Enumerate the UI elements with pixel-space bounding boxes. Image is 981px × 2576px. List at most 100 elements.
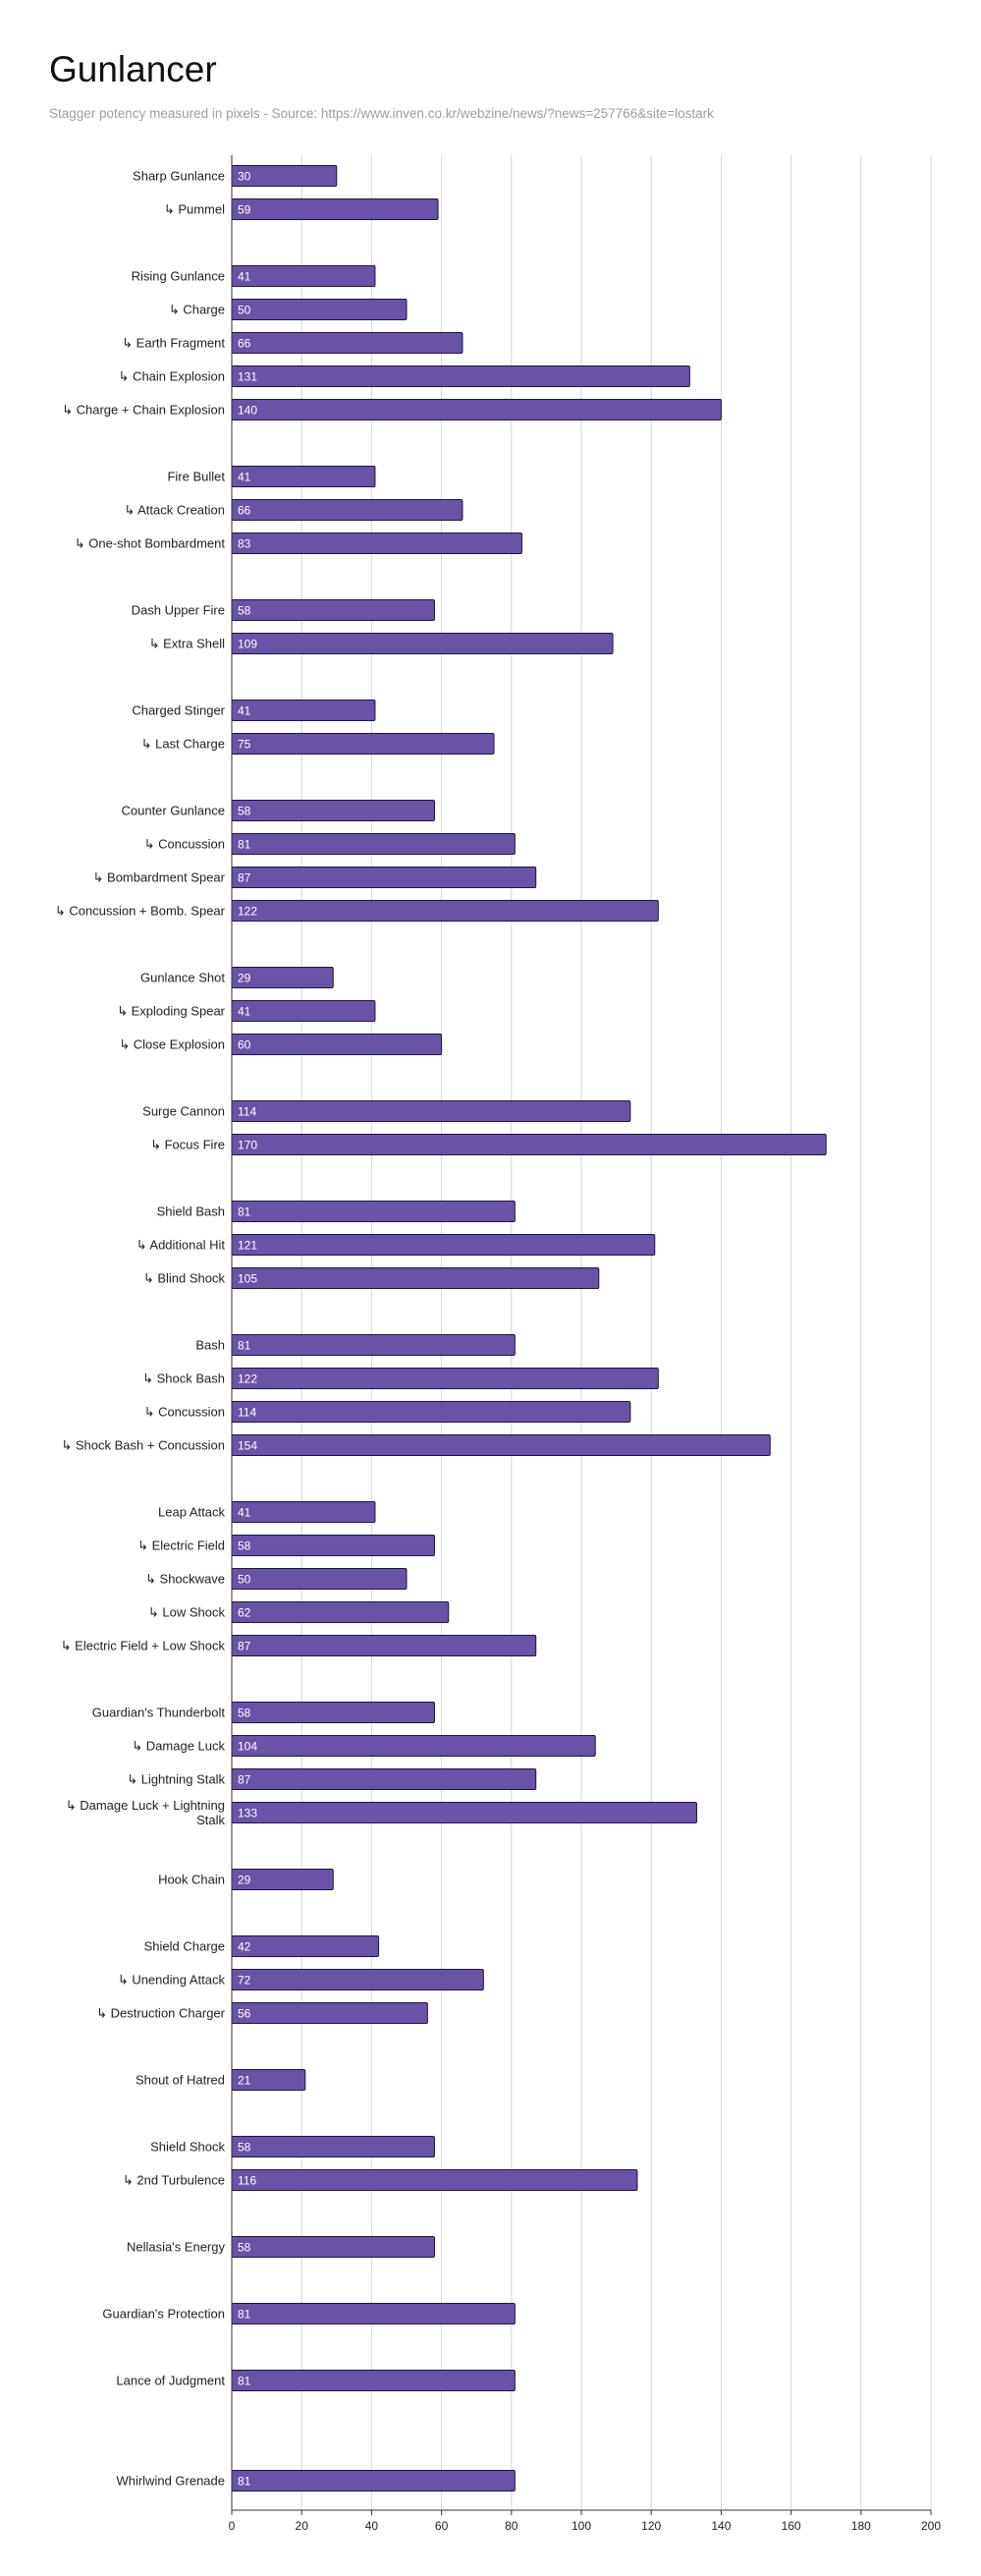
category-label: ↳ Chain Explosion: [119, 369, 225, 384]
category-label: ↳ 2nd Turbulence: [123, 2173, 225, 2188]
chart-title: Gunlancer: [49, 49, 217, 89]
category-label: Fire Bullet: [167, 470, 225, 484]
category-label: Dash Upper Fire: [132, 603, 225, 618]
bar: [231, 1434, 771, 1456]
bar: [231, 1635, 537, 1656]
category-label: ↳ Extra Shell: [149, 637, 225, 651]
bar-value-label: 58: [238, 1707, 251, 1720]
bar: [231, 1201, 516, 1222]
category-label: ↳ Electric Field: [137, 1539, 225, 1553]
bar: [231, 733, 495, 755]
category-label: Lance of Judgment: [116, 2374, 225, 2388]
x-tick-label: 140: [711, 2519, 731, 2533]
bar-value-label: 87: [238, 871, 251, 885]
category-label: ↳ Destruction Charger: [96, 2006, 226, 2021]
bar-value-label: 66: [238, 337, 251, 351]
bar: [231, 1501, 376, 1523]
category-label: Guardian's Protection: [102, 2307, 225, 2322]
bar: [231, 2470, 516, 2492]
bar-value-label: 81: [238, 1205, 251, 1219]
bar: [231, 1535, 435, 1556]
bar-value-label: 116: [238, 2174, 256, 2188]
category-label: ↳ One-shot Bombardment: [75, 536, 226, 551]
bar: [231, 1401, 631, 1423]
bar: [231, 1568, 408, 1590]
bar-value-label: 121: [238, 1239, 257, 1253]
bar: [231, 1702, 435, 1723]
bar-value-label: 58: [238, 2141, 251, 2155]
category-label: ↳ Attack Creation: [124, 503, 225, 518]
category-label: ↳ Shockwave: [145, 1572, 225, 1587]
category-label-line: Stalk: [196, 1813, 225, 1827]
category-label: ↳ Charge: [169, 303, 225, 317]
category-label: Charged Stinger: [132, 703, 225, 718]
category-label: ↳ Last Charge: [141, 737, 225, 752]
category-label: ↳ Earth Fragment: [122, 336, 225, 351]
bar: [231, 1000, 376, 1022]
category-label: ↳ Electric Field + Low Shock: [61, 1639, 226, 1653]
category-label: Nellasia's Energy: [127, 2240, 226, 2255]
bar-value-label: 41: [238, 1506, 251, 1520]
category-label: Rising Gunlance: [132, 269, 225, 284]
bar-value-label: 140: [238, 404, 257, 418]
gridlines: [300, 155, 932, 2510]
category-label: Leap Attack: [158, 1505, 225, 1520]
bar: [231, 198, 439, 220]
category-label: Shield Bash: [157, 1204, 225, 1219]
bar-value-label: 133: [238, 1807, 257, 1820]
bar-value-label: 83: [238, 537, 251, 551]
bar: [231, 1735, 596, 1757]
bar: [231, 2169, 638, 2191]
bar-value-label: 41: [238, 471, 251, 484]
bar: [231, 1034, 443, 1055]
bar: [231, 1802, 697, 1823]
bar: [231, 2370, 516, 2391]
bar: [231, 2136, 435, 2157]
bar: [231, 1234, 656, 1256]
bar: [231, 1969, 484, 1990]
bar: [231, 800, 435, 821]
x-tick-label: 120: [641, 2519, 661, 2533]
bar-value-label: 105: [238, 1272, 257, 1286]
bar-value-label: 58: [238, 805, 251, 818]
bar-value-label: 87: [238, 1640, 251, 1653]
bar-value-label: 114: [238, 1406, 256, 1420]
x-tick-label: 0: [229, 2519, 236, 2533]
bar-value-label: 81: [238, 838, 251, 852]
x-tick-label: 80: [505, 2519, 518, 2533]
x-tick-label: 40: [365, 2519, 379, 2533]
bar-value-label: 41: [238, 270, 251, 284]
x-tick-label: 200: [921, 2519, 941, 2533]
bar-value-label: 154: [238, 1439, 257, 1453]
category-label: ↳ Low Shock: [148, 1605, 226, 1620]
bar-value-label: 170: [238, 1139, 257, 1152]
category-label: ↳ Close Explosion: [119, 1037, 225, 1052]
bar-value-label: 50: [238, 1573, 251, 1587]
category-label: Shout of Hatred: [136, 2073, 225, 2088]
category-label: ↳ Concussion + Bomb. Spear: [55, 904, 226, 919]
bars: 30 Sharp Gunlance 59 ↳ Pummel 41 Rising Gunla…: [55, 165, 827, 2492]
bar-value-label: 29: [238, 972, 251, 985]
bar: [231, 1100, 631, 1122]
bar-value-label: 72: [238, 1974, 251, 1988]
bar-value-label: 87: [238, 1773, 251, 1787]
bar-value-label: 81: [238, 2475, 251, 2489]
bar: [231, 900, 659, 922]
bar: [231, 1601, 450, 1623]
bar: [231, 532, 522, 554]
bar: [231, 2236, 435, 2258]
bar-value-label: 66: [238, 504, 251, 518]
category-label-line: ↳ Damage Luck + Lightning: [66, 1798, 225, 1813]
bar-value-label: 50: [238, 304, 251, 317]
bar: [231, 633, 614, 654]
category-label: ↳ Additional Hit: [136, 1238, 226, 1253]
bar-value-label: 56: [238, 2007, 251, 2021]
bar: [231, 1267, 600, 1289]
bar-value-label: 41: [238, 704, 251, 718]
axes: 0 20 40 60 80 100 120 140 160 180 200: [229, 155, 941, 2533]
bar: [231, 466, 376, 487]
bar-value-label: 122: [238, 905, 257, 919]
category-label: ↳ Shock Bash + Concussion: [61, 1438, 225, 1453]
bar-value-label: 58: [238, 2241, 251, 2255]
bar-value-label: 114: [238, 1105, 256, 1119]
